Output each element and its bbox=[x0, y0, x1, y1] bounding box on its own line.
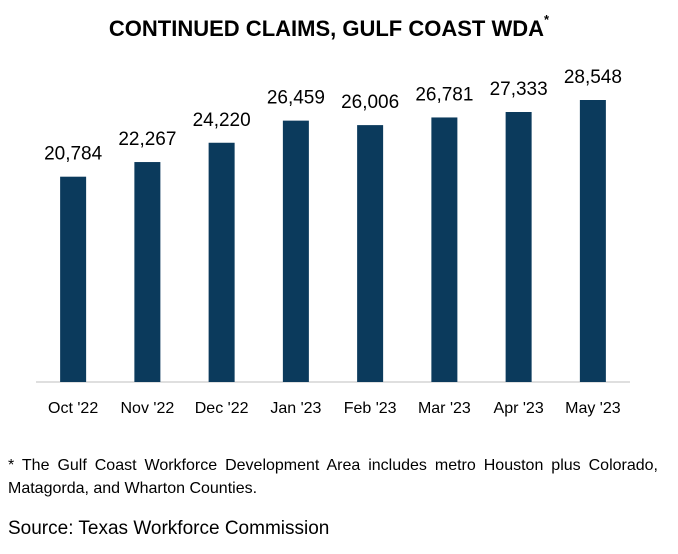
chart-title: CONTINUED CLAIMS, GULF COAST WDA* bbox=[109, 12, 550, 40]
bar bbox=[282, 120, 309, 383]
title-text: CONTINUED CLAIMS, GULF COAST WDA bbox=[109, 16, 544, 41]
value-label: 20,784 bbox=[44, 144, 103, 165]
value-label: 26,781 bbox=[415, 84, 473, 105]
value-label: 28,548 bbox=[564, 67, 622, 88]
bar bbox=[431, 117, 458, 383]
source: Source: Texas Workforce Commission bbox=[8, 518, 330, 539]
value-label: 26,459 bbox=[267, 88, 325, 109]
x-tick-label: Mar '23 bbox=[418, 400, 471, 417]
x-tick-label: Feb '23 bbox=[344, 400, 397, 417]
bar bbox=[60, 176, 87, 382]
x-tick-label: Apr '23 bbox=[494, 400, 544, 417]
bar bbox=[579, 100, 606, 382]
x-tick-label: Oct '22 bbox=[48, 400, 98, 417]
bar bbox=[505, 112, 532, 382]
bar bbox=[134, 162, 161, 382]
bar bbox=[357, 125, 384, 382]
x-tick-label: May '23 bbox=[565, 400, 621, 417]
value-label: 27,333 bbox=[490, 79, 548, 100]
footnote: * The Gulf Coast Workforce Development A… bbox=[8, 457, 658, 497]
chart: CONTINUED CLAIMS, GULF COAST WDA* 20,784… bbox=[36, 12, 630, 417]
value-label: 26,006 bbox=[341, 92, 399, 113]
bar bbox=[208, 142, 235, 382]
x-tick-label: Dec '22 bbox=[195, 400, 249, 417]
x-tick-label: Jan '23 bbox=[270, 400, 321, 417]
title-note-mark: * bbox=[544, 12, 550, 27]
x-tick-label: Nov '22 bbox=[121, 400, 175, 417]
value-label: 22,267 bbox=[118, 129, 176, 150]
value-label: 24,220 bbox=[193, 110, 251, 131]
